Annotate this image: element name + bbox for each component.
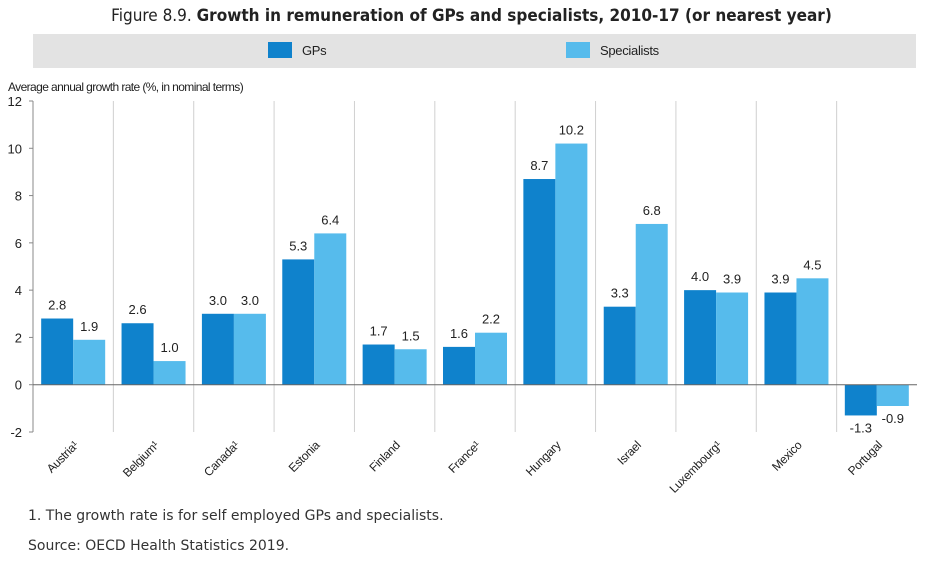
bar-gps [443, 346, 475, 385]
data-label-gps: 3.0 [209, 293, 227, 308]
x-tick-label: Luxembourg¹ [667, 438, 725, 496]
bar-gps [41, 318, 74, 385]
bar-specialists [555, 143, 588, 385]
bar-gps [362, 344, 395, 385]
data-label-gps: 5.3 [289, 238, 307, 253]
data-label-specialists: -0.9 [882, 411, 904, 426]
legend-label-specialists: Specialists [600, 42, 659, 58]
y-tick-label: 4 [15, 283, 22, 298]
y-tick-label: 0 [15, 378, 22, 393]
x-tick-label: Hungary [523, 438, 564, 479]
data-label-gps: 3.3 [611, 286, 629, 301]
data-label-specialists: 6.8 [643, 203, 661, 218]
bar-gps [523, 179, 556, 385]
data-label-gps: 4.0 [691, 269, 709, 284]
chart-title: Figure 8.9. Growth in remuneration of GP… [0, 6, 943, 26]
legend-swatch-gps [268, 42, 292, 58]
footnote: 1. The growth rate is for self employed … [28, 508, 444, 524]
bar-gps [603, 306, 636, 385]
bar-gps [844, 384, 877, 416]
x-tick-label: Israel [614, 438, 643, 467]
bar-specialists [73, 339, 106, 385]
y-axis-label: Average annual growth rate (%, in nomina… [8, 80, 244, 94]
bar-specialists [394, 349, 427, 385]
bar-gps [282, 259, 315, 385]
x-tick-label: Finland [367, 438, 403, 474]
bar-gps [764, 292, 797, 385]
data-label-specialists: 6.4 [321, 212, 339, 227]
x-tick-label: Belgium¹ [120, 438, 162, 480]
data-label-gps: 8.7 [530, 158, 548, 173]
bar-specialists [635, 223, 668, 385]
figure-title: Growth in remuneration of GPs and specia… [196, 6, 832, 26]
source-note: Source: OECD Health Statistics 2019. [28, 538, 290, 554]
bar-gps [684, 290, 717, 385]
data-label-gps: 3.9 [771, 272, 789, 287]
legend-item-specialists: Specialists [566, 42, 659, 58]
data-label-gps: 2.8 [48, 298, 66, 313]
bar-gps [121, 323, 154, 385]
data-label-gps: 2.6 [129, 302, 147, 317]
y-tick-label: -2 [10, 425, 22, 440]
bar-specialists [314, 233, 347, 385]
x-tick-label: France¹ [445, 438, 483, 476]
data-label-specialists: 10.2 [559, 123, 584, 138]
bar-chart: Average annual growth rate (%, in nomina… [8, 80, 917, 496]
data-label-specialists: 1.9 [80, 319, 98, 334]
bar-specialists [796, 278, 829, 385]
bar-specialists [716, 292, 749, 385]
data-label-specialists: 4.5 [803, 257, 821, 272]
data-label-specialists: 1.0 [161, 340, 179, 355]
x-tick-label: Estonia [286, 438, 323, 475]
legend-label-gps: GPs [302, 42, 327, 58]
bar-specialists [153, 361, 186, 385]
y-tick-label: 2 [15, 330, 22, 345]
figure-label: Figure 8.9. [111, 6, 192, 26]
bar-specialists [876, 384, 909, 406]
y-tick-label: 12 [8, 94, 22, 109]
y-tick-label: 8 [15, 189, 22, 204]
data-label-specialists: 3.0 [241, 293, 259, 308]
data-label-specialists: 1.5 [402, 328, 420, 343]
data-label-gps: -1.3 [850, 420, 872, 435]
bar-specialists [233, 313, 266, 385]
legend-swatch-specialists [566, 42, 590, 58]
data-label-gps: 1.7 [370, 324, 388, 339]
x-tick-label: Portugal [845, 438, 885, 478]
y-tick-label: 6 [15, 236, 22, 251]
y-tick-label: 10 [8, 141, 22, 156]
data-label-specialists: 2.2 [482, 312, 500, 327]
data-label-specialists: 3.9 [723, 272, 741, 287]
legend: GPs Specialists [33, 34, 916, 68]
bar-gps [201, 313, 234, 385]
x-tick-label: Canada¹ [201, 438, 242, 479]
bar-specialists [475, 332, 507, 385]
data-label-gps: 1.6 [450, 326, 468, 341]
x-tick-label: Mexico [769, 438, 805, 474]
x-tick-label: Austria¹ [44, 438, 82, 476]
legend-item-gps: GPs [268, 42, 327, 58]
